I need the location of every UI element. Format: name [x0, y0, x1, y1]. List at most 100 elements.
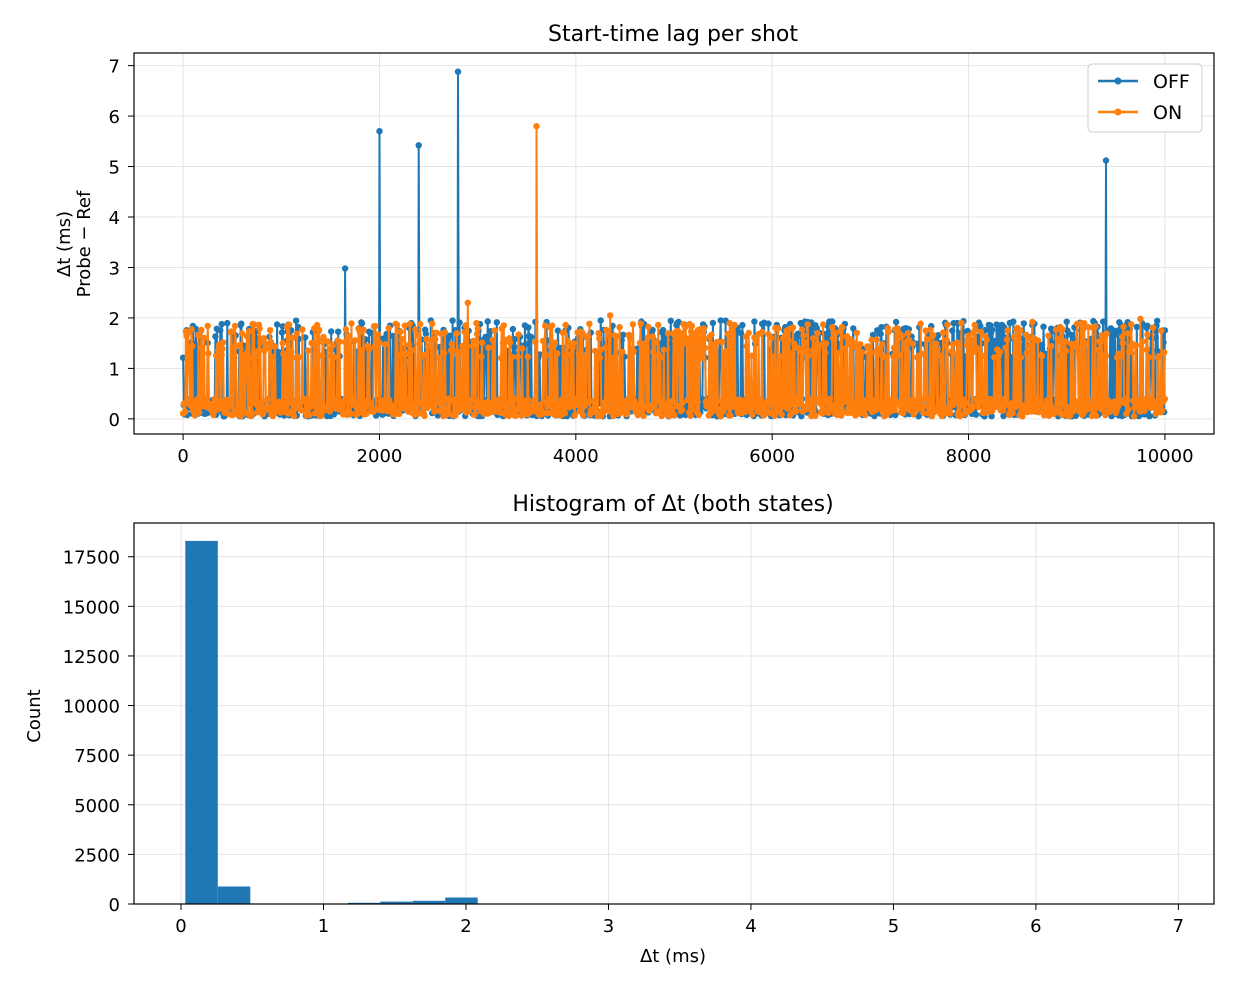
series-point-on — [978, 398, 985, 405]
series-point-on — [586, 320, 593, 327]
series-point-on — [865, 400, 872, 407]
series-point-on — [743, 343, 750, 350]
series-point-on — [778, 411, 785, 418]
series-point-on — [1095, 346, 1102, 354]
series-point-on — [800, 332, 807, 339]
series-point-on — [1124, 330, 1131, 337]
series-point-on — [186, 395, 194, 402]
series-point-on — [393, 321, 401, 329]
series-point-on — [532, 338, 539, 346]
series-point-on — [246, 354, 253, 361]
series-point-off — [1154, 348, 1162, 355]
series-point-on — [551, 339, 559, 346]
series-point-on — [495, 396, 503, 403]
series-point-on — [562, 321, 569, 329]
series-point-on — [862, 411, 869, 418]
series-point-on — [607, 312, 614, 319]
histogram-bar — [445, 897, 478, 904]
series-point-on — [375, 331, 382, 338]
series-point-on — [188, 326, 195, 333]
series-point-on — [452, 412, 459, 419]
series-point-on — [346, 340, 353, 347]
legend: OFF ON — [1087, 63, 1203, 133]
series-point-on — [287, 399, 294, 406]
series-point-on — [189, 342, 196, 350]
series-point-on — [688, 328, 695, 335]
series-point-on — [542, 322, 549, 329]
series-point-on — [259, 410, 267, 418]
series-point-on — [1145, 354, 1153, 361]
series-point-on — [596, 335, 603, 342]
series-point-on — [1114, 403, 1122, 410]
series-point-on — [645, 323, 652, 331]
series-point-on — [1029, 318, 1036, 326]
series-point-on — [289, 334, 296, 342]
series-point-on — [559, 329, 566, 336]
series-point-on — [1027, 342, 1034, 350]
series-point-on — [385, 324, 392, 332]
series-point-on — [712, 397, 719, 404]
line-chart-y-label-line-2: Probe − Ref — [74, 190, 95, 297]
series-point-on — [909, 340, 917, 347]
series-point-on — [630, 348, 637, 355]
histogram-x-tick-label: 6 — [1030, 916, 1041, 937]
series-point-on — [708, 331, 715, 338]
series-point-on — [739, 397, 747, 404]
series-point-on — [511, 395, 518, 403]
series-point-on — [1158, 327, 1165, 334]
series-point-on — [798, 401, 805, 408]
series-point-on — [288, 348, 295, 355]
series-point-on — [1067, 412, 1074, 419]
series-point-on — [518, 345, 526, 352]
line-chart-x-tick-label: 2000 — [357, 446, 403, 467]
series-point-on — [200, 334, 208, 341]
legend-label-on: ON — [1153, 102, 1182, 124]
series-point-on — [579, 412, 587, 419]
histogram-y-tick-label: 5000 — [74, 796, 120, 817]
series-point-off — [511, 336, 519, 343]
series-point-on — [405, 341, 413, 348]
histogram-frame — [133, 522, 1215, 905]
series-point-off — [935, 332, 942, 339]
series-point-on — [441, 349, 448, 356]
series-point-on — [236, 341, 244, 349]
series-point-on — [312, 397, 319, 405]
series-point-on — [316, 326, 323, 334]
series-point-on — [696, 349, 703, 356]
series-point-on — [473, 319, 480, 327]
series-point-off — [977, 322, 984, 330]
line-chart-y-tick-label: 2 — [109, 309, 120, 330]
series-point-on — [882, 354, 889, 361]
series-point-off — [997, 334, 1004, 341]
series-point-on — [652, 339, 659, 346]
series-point-on — [212, 352, 220, 359]
series-point-off — [525, 324, 532, 331]
series-point-on — [299, 326, 306, 333]
series-point-on — [595, 330, 602, 337]
series-point-on — [1123, 396, 1131, 403]
series-point-on — [412, 326, 419, 333]
series-point-on — [1002, 344, 1009, 351]
line-chart-y-ticks: 0 1 2 3 4 5 6 7 — [109, 57, 134, 431]
series-point-on — [1017, 327, 1024, 334]
series-point-on — [317, 398, 324, 405]
series-point-on — [372, 322, 379, 330]
series-point-on — [785, 337, 792, 344]
series-point-on — [1003, 336, 1011, 343]
series-point-on — [245, 328, 253, 335]
series-point-on — [478, 339, 486, 346]
series-point-off — [1102, 157, 1110, 164]
series-point-on — [324, 338, 331, 345]
histogram-y-tick-label: 10000 — [63, 697, 120, 718]
series-point-off — [511, 343, 518, 351]
series-point-on — [540, 398, 547, 405]
series-point-on — [1132, 342, 1140, 349]
series-point-on — [720, 407, 727, 414]
histogram-y-tick-label: 15000 — [63, 597, 120, 618]
series-point-on — [605, 330, 613, 338]
series-point-on — [315, 405, 322, 412]
series-point-on — [464, 299, 471, 306]
series-point-on — [313, 340, 320, 348]
series-point-on — [485, 344, 492, 351]
series-point-on — [489, 336, 496, 344]
